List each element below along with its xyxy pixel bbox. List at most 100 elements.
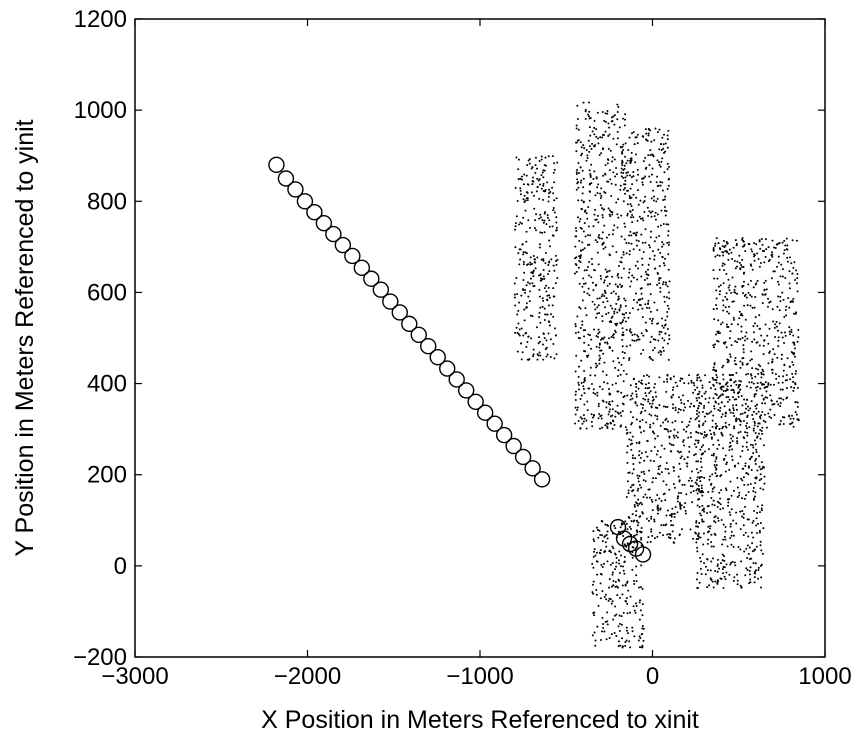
data-dot: [584, 235, 587, 238]
data-dot: [548, 294, 551, 297]
data-dot: [603, 279, 606, 282]
data-dot: [580, 179, 583, 182]
data-dot: [702, 543, 705, 546]
data-dot: [741, 479, 744, 482]
data-dot: [792, 380, 795, 383]
data-dot: [760, 477, 763, 480]
data-dot: [660, 209, 663, 212]
data-dot: [728, 423, 731, 426]
data-dot: [593, 213, 596, 216]
data-dot: [642, 639, 645, 642]
data-dot: [626, 528, 629, 531]
data-dot: [543, 287, 546, 290]
data-dot: [753, 420, 756, 423]
data-dot: [772, 320, 775, 323]
data-dot: [644, 383, 647, 386]
data-dot: [713, 343, 716, 346]
data-dot: [611, 408, 614, 411]
data-dot: [606, 426, 609, 429]
data-dot: [751, 268, 754, 271]
data-dot: [629, 646, 632, 649]
data-dot: [657, 322, 660, 325]
data-dot: [702, 407, 705, 410]
data-dot: [540, 158, 543, 161]
data-dot: [763, 281, 766, 284]
data-dot: [604, 291, 607, 294]
data-dot: [678, 533, 681, 536]
data-dot: [640, 217, 643, 220]
data-dot: [714, 580, 717, 583]
data-dot: [622, 611, 625, 614]
data-dot: [611, 400, 614, 403]
data-dot: [714, 388, 717, 391]
data-circle: [621, 535, 639, 553]
data-dot: [592, 538, 595, 541]
data-dot: [777, 295, 780, 298]
data-dot: [663, 151, 666, 154]
data-dot: [789, 423, 792, 426]
data-circle: [363, 270, 380, 287]
data-dot: [610, 116, 613, 119]
data-dot: [608, 233, 611, 236]
data-dot: [708, 530, 711, 533]
data-dot: [592, 225, 595, 228]
data-dot: [666, 241, 669, 244]
data-dot: [785, 314, 788, 317]
data-dot: [609, 563, 612, 566]
data-dot: [601, 243, 604, 246]
data-dot: [689, 528, 692, 531]
data-dot: [747, 372, 750, 375]
data-dot: [758, 529, 761, 532]
data-dot: [712, 452, 715, 455]
data-dot: [586, 409, 589, 412]
data-dot: [577, 139, 580, 142]
data-dot: [599, 639, 602, 642]
data-dot: [659, 180, 662, 183]
data-dot: [647, 128, 650, 131]
data-dot: [593, 269, 596, 272]
data-dot: [592, 592, 595, 595]
data-dot: [724, 306, 727, 309]
data-dot: [724, 295, 727, 298]
data-dot: [687, 436, 690, 439]
data-dot: [795, 311, 798, 314]
data-dot: [695, 479, 698, 482]
data-dot: [617, 276, 620, 279]
data-dot: [620, 615, 623, 618]
data-dot: [742, 476, 745, 479]
data-dot: [620, 414, 623, 417]
data-dot: [642, 470, 645, 473]
data-dot: [752, 490, 755, 493]
data-dot: [794, 370, 797, 373]
data-dot: [667, 243, 670, 246]
data-dot: [588, 243, 591, 246]
data-dot: [636, 404, 639, 407]
data-dot: [652, 338, 655, 341]
data-dot: [714, 460, 717, 463]
data-dot: [519, 221, 522, 224]
data-dot: [654, 437, 657, 440]
data-dot: [612, 115, 615, 118]
data-dot: [671, 403, 674, 406]
data-dot: [582, 414, 585, 417]
data-dot: [591, 142, 594, 145]
data-dot: [748, 426, 751, 429]
data-dot: [621, 327, 624, 330]
data-dot: [738, 384, 741, 387]
data-dot: [651, 359, 654, 362]
data-dot: [617, 645, 620, 648]
data-dot: [750, 248, 753, 251]
data-dot: [660, 499, 663, 502]
data-dot: [579, 254, 582, 257]
data-dot: [657, 465, 660, 468]
data-dot: [640, 431, 643, 434]
data-dot: [642, 334, 645, 337]
data-dot: [624, 142, 627, 145]
data-dot: [656, 273, 659, 276]
data-dot: [755, 407, 758, 410]
data-dot: [581, 320, 584, 323]
data-dot: [618, 629, 621, 632]
data-dot: [607, 135, 610, 138]
data-dot: [588, 260, 591, 263]
data-dot: [588, 110, 591, 113]
